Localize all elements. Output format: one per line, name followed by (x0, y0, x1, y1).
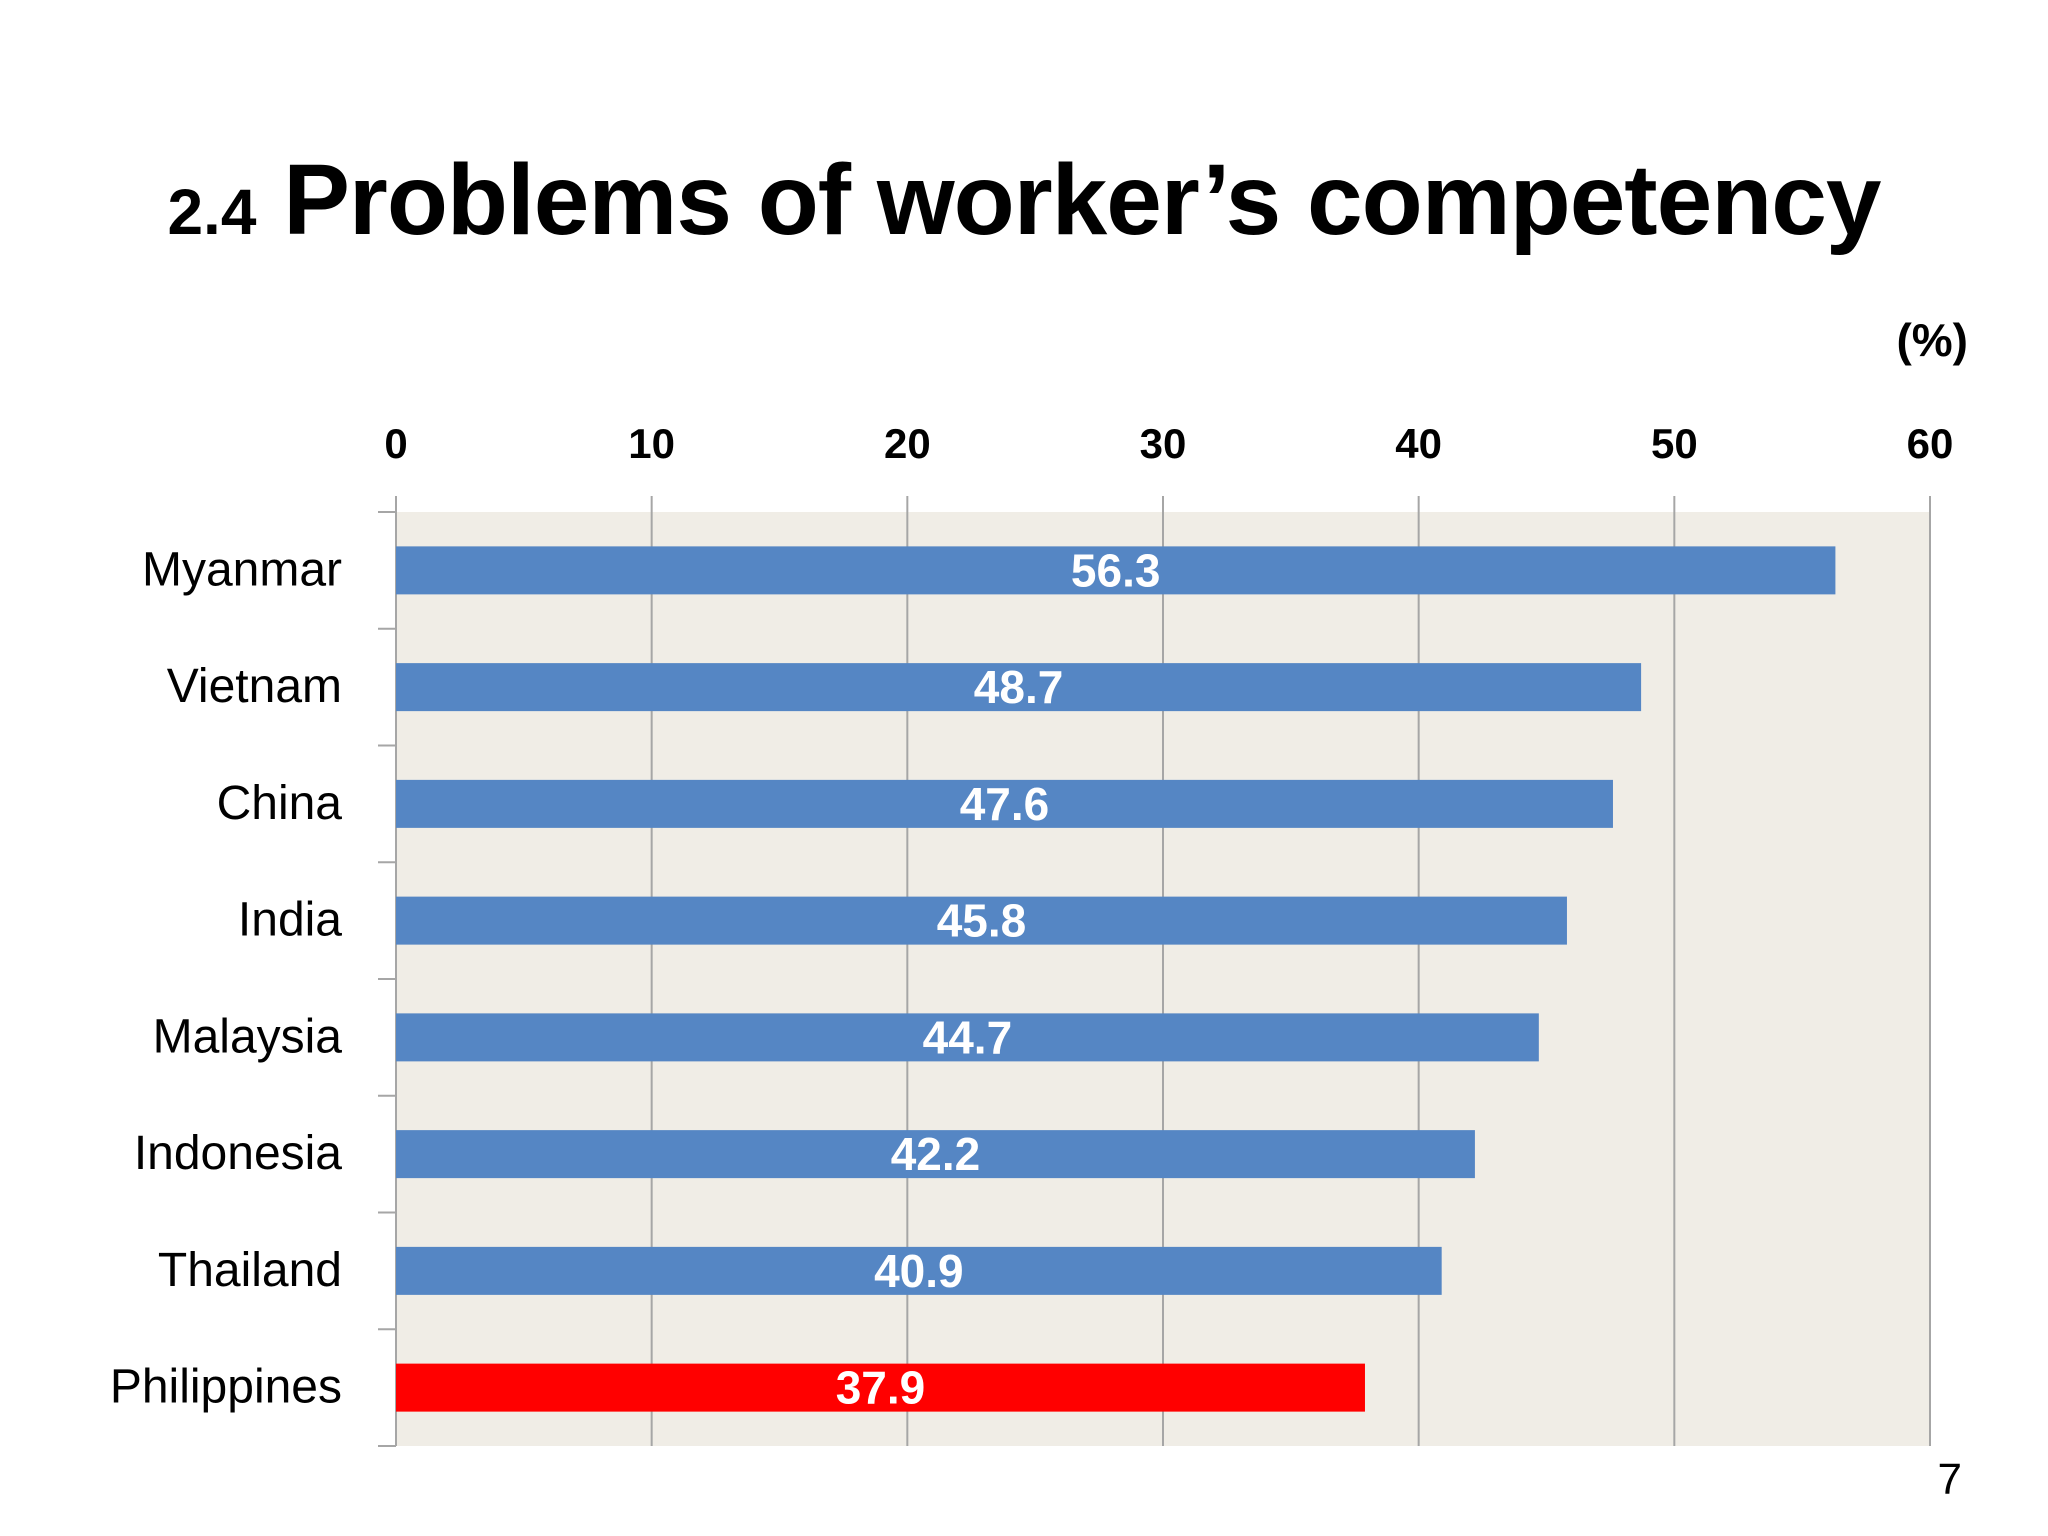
x-tick-label: 20 (884, 420, 931, 467)
category-label: India (238, 894, 342, 947)
category-label: Vietnam (167, 660, 342, 713)
category-label: Indonesia (134, 1127, 342, 1180)
bar-india (396, 896, 1567, 945)
page-number: 7 (1937, 1455, 1962, 1504)
x-tick-label: 50 (1651, 420, 1698, 467)
data-label: 48.7 (974, 661, 1064, 713)
x-tick-label: 0 (384, 420, 407, 467)
bar-myanmar (396, 546, 1836, 595)
bar-malaysia (396, 1013, 1539, 1062)
x-tick-label: 30 (1140, 420, 1187, 467)
category-label: Thailand (158, 1244, 342, 1297)
data-label: 47.6 (960, 778, 1050, 830)
category-label: Myanmar (142, 543, 342, 596)
bar-indonesia (396, 1130, 1475, 1179)
data-label: 56.3 (1071, 544, 1161, 596)
x-tick-label: 10 (628, 420, 675, 467)
slide-title-text: Problems of worker’s competency (283, 144, 1881, 256)
x-tick-label: 40 (1395, 420, 1442, 467)
slide-title-number: 2.4 (167, 176, 257, 248)
slide-title: 2.4 Problems of worker’s competency (0, 140, 2048, 272)
data-label: 37.9 (836, 1362, 926, 1414)
x-tick-label: 60 (1907, 420, 1954, 467)
data-label: 42.2 (891, 1128, 981, 1180)
bar-thailand (396, 1246, 1442, 1295)
bar-philippines (396, 1363, 1365, 1412)
category-label: Philippines (110, 1361, 342, 1414)
bar-china (396, 779, 1613, 828)
category-label: Malaysia (153, 1010, 343, 1063)
bar-vietnam (396, 663, 1642, 712)
data-label: 40.9 (874, 1245, 964, 1297)
data-label: 45.8 (937, 895, 1027, 947)
unit-label: (%) (1896, 314, 1968, 366)
data-label: 44.7 (923, 1011, 1013, 1063)
category-label: China (217, 777, 343, 830)
